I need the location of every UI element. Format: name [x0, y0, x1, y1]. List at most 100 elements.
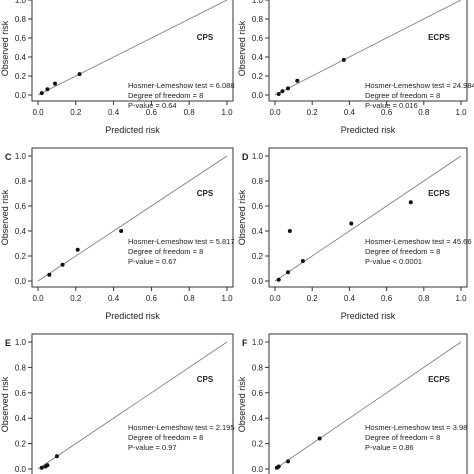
panel-label: E [5, 338, 11, 348]
data-point [60, 262, 65, 267]
y-tick-label: 0.6 [252, 202, 264, 211]
plot-frame [31, 0, 234, 102]
y-tick-label: 0.2 [15, 252, 27, 261]
data-point [349, 221, 354, 226]
y-tick-label: 0.4 [252, 227, 264, 236]
y-tick-label: 0.0 [15, 91, 27, 100]
data-point [408, 200, 413, 205]
x-tick-label: 0.2 [307, 294, 319, 303]
hosmer-lemeshow-annotation: Hosmer-Lemeshow test = 2.195 [128, 423, 235, 432]
y-tick-label: 0.6 [15, 34, 27, 43]
x-tick-label: 0.6 [381, 108, 393, 117]
hosmer-lemeshow-annotation: Degree of freedom = 8 [128, 91, 203, 100]
y-tick-label: 0.8 [15, 15, 27, 24]
data-point [54, 454, 59, 459]
score-title: ECPS [428, 375, 450, 384]
panel-label: C [5, 152, 12, 162]
y-tick-label: 0.2 [15, 440, 27, 449]
x-axis-title: Predicted risk [105, 311, 160, 321]
y-tick-label: 0.6 [252, 34, 264, 43]
y-tick-label: 1.0 [252, 152, 264, 161]
calibration-panel-1: 0.0 0.2 0.4 0.6 0.8 1.0 0.0 0.2 0.4 0.6 0.8 1.0 Pred… [0, 0, 235, 135]
y-tick-label: 0.6 [15, 202, 27, 211]
calibration-panel-4: 0.0 0.2 0.4 0.6 0.8 1.0 0.0 0.2 0.4 0.6 0.8 1.0 Pred… [237, 147, 472, 321]
reference-diagonal-line [37, 0, 228, 96]
y-tick-label: 0.8 [15, 363, 27, 372]
y-tick-label: 0.8 [15, 177, 27, 186]
hosmer-lemeshow-annotation: Degree of freedom = 8 [128, 247, 203, 256]
data-point [300, 259, 305, 263]
data-point [75, 247, 80, 252]
x-axis-title: Predicted risk [341, 311, 396, 321]
x-tick-label: 0.4 [344, 294, 356, 303]
x-tick-label: 0.6 [381, 294, 393, 303]
score-title: ECPS [428, 33, 450, 42]
hosmer-lemeshow-annotation: Hosmer-Lemeshow test = 5.817 [128, 237, 235, 246]
data-point [286, 459, 291, 464]
y-tick-label: 0.0 [252, 277, 264, 286]
data-point [286, 86, 291, 91]
y-tick-label: 0.8 [252, 363, 264, 372]
data-point [317, 436, 322, 441]
hosmer-lemeshow-annotation: Degree of freedom = 8 [365, 91, 440, 100]
hosmer-lemeshow-annotation: P-value = 0.67 [128, 257, 177, 266]
y-tick-label: 1.0 [15, 0, 27, 5]
data-point [276, 92, 281, 97]
y-axis-title: Observed risk [237, 20, 247, 76]
x-tick-label: 1.0 [221, 294, 233, 303]
hosmer-lemeshow-annotation: P-value = 0.64 [128, 101, 177, 110]
data-point [295, 78, 300, 83]
data-point [53, 81, 58, 86]
y-axis-title: Observed risk [237, 189, 247, 245]
score-title: CPS [197, 375, 214, 384]
hosmer-lemeshow-annotation: P-value = 0.86 [365, 443, 414, 452]
x-tick-label: 0.2 [307, 108, 319, 117]
y-tick-label: 0.2 [15, 72, 27, 81]
data-point [287, 229, 292, 233]
data-point [341, 57, 346, 62]
data-point [39, 465, 44, 470]
score-title: CPS [197, 33, 214, 42]
x-tick-label: 1.0 [455, 108, 467, 117]
y-axis-title: Observed risk [0, 20, 10, 76]
hosmer-lemeshow-annotation: Degree of freedom = 8 [128, 433, 203, 442]
x-tick-label: 0.0 [269, 108, 281, 117]
y-tick-label: 0.4 [252, 53, 264, 62]
x-tick-label: 0.0 [32, 294, 44, 303]
y-tick-label: 0.8 [252, 177, 264, 186]
y-tick-label: 0.6 [15, 389, 27, 398]
plot-frame [268, 147, 468, 288]
data-point [45, 463, 50, 468]
reference-diagonal-line [37, 341, 228, 470]
data-point [77, 72, 82, 77]
hosmer-lemeshow-annotation: P-value = 0.016 [365, 101, 418, 110]
y-tick-label: 1.0 [15, 338, 27, 347]
y-tick-label: 0.2 [252, 72, 264, 81]
score-title: ECPS [428, 189, 450, 198]
x-tick-label: 1.0 [455, 294, 467, 303]
y-tick-label: 0.0 [15, 277, 27, 286]
plot-frame [268, 0, 468, 102]
plot-frame [268, 333, 468, 474]
calibration-panel-6: 0.0 0.2 0.4 0.6 0.8 1.0 Observed risk F ECPS Hosm… [237, 333, 468, 474]
y-tick-label: 0.0 [252, 91, 264, 100]
reference-diagonal-line [274, 0, 462, 96]
y-tick-label: 1.0 [15, 152, 27, 161]
calibration-panel-3: 0.0 0.2 0.4 0.6 0.8 1.0 0.0 0.2 0.4 0.6 0.8 1.0 Pred… [0, 147, 235, 321]
y-tick-label: 0.4 [15, 414, 27, 423]
data-point [39, 91, 44, 96]
y-tick-label: 0.2 [252, 440, 264, 449]
y-tick-label: 1.0 [252, 338, 264, 347]
panel-label: F [242, 338, 248, 348]
data-point [276, 277, 281, 282]
hosmer-lemeshow-annotation: Hosmer-Lemeshow test = 45.66 [365, 237, 472, 246]
data-point [286, 270, 291, 275]
data-point [276, 464, 281, 469]
reference-diagonal-line [274, 341, 462, 470]
hosmer-lemeshow-annotation: Degree of freedom = 8 [365, 247, 440, 256]
plot-frame [31, 147, 234, 288]
y-tick-label: 0.2 [252, 252, 264, 261]
x-tick-label: 0.0 [269, 294, 281, 303]
y-axis-title: Observed risk [237, 376, 247, 432]
